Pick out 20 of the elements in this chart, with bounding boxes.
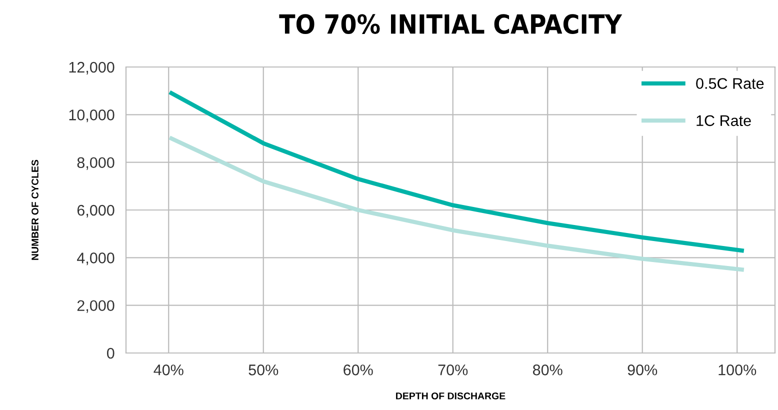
x-tick-label: 70%: [438, 364, 468, 376]
x-axis-title: DEPTH OF DISCHARGE: [396, 392, 506, 400]
legend-label: 0.5C Rate: [696, 78, 764, 89]
y-tick-label: 2,000: [77, 300, 114, 313]
legend-label: 1C Rate: [696, 115, 751, 126]
line-series: [169, 136, 744, 272]
x-tick-label: 50%: [248, 364, 278, 376]
chart-title: TO 70% INITIAL CAPACITY: [279, 14, 622, 34]
x-tick-label: 60%: [344, 364, 373, 376]
y-tick-label: 8,000: [77, 157, 114, 170]
x-tick-label: 40%: [154, 364, 184, 376]
y-tick-label: 4,000: [77, 252, 114, 266]
y-tick-label: 6,000: [77, 204, 114, 218]
y-tick-label: 12,000: [69, 62, 114, 74]
y-tick-label: 0: [106, 348, 114, 359]
x-tick-label: 80%: [532, 364, 562, 376]
x-tick-label: 100%: [718, 364, 756, 376]
y-tick-label: 10,000: [69, 110, 114, 122]
y-axis-title: NUMBER OF CYCLES: [32, 160, 38, 260]
x-tick-label: 90%: [628, 364, 658, 376]
